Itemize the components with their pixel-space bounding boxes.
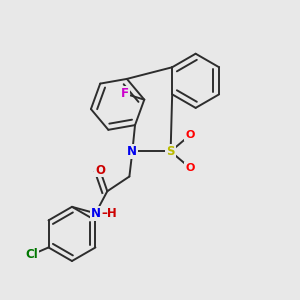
Text: S: S: [167, 145, 175, 158]
Text: O: O: [95, 164, 105, 176]
Text: O: O: [185, 130, 194, 140]
Text: Cl: Cl: [25, 248, 38, 261]
Text: O: O: [185, 163, 194, 173]
Text: N: N: [127, 145, 137, 158]
Text: F: F: [121, 87, 129, 100]
Text: N: N: [91, 207, 100, 220]
Text: –H: –H: [101, 207, 117, 220]
